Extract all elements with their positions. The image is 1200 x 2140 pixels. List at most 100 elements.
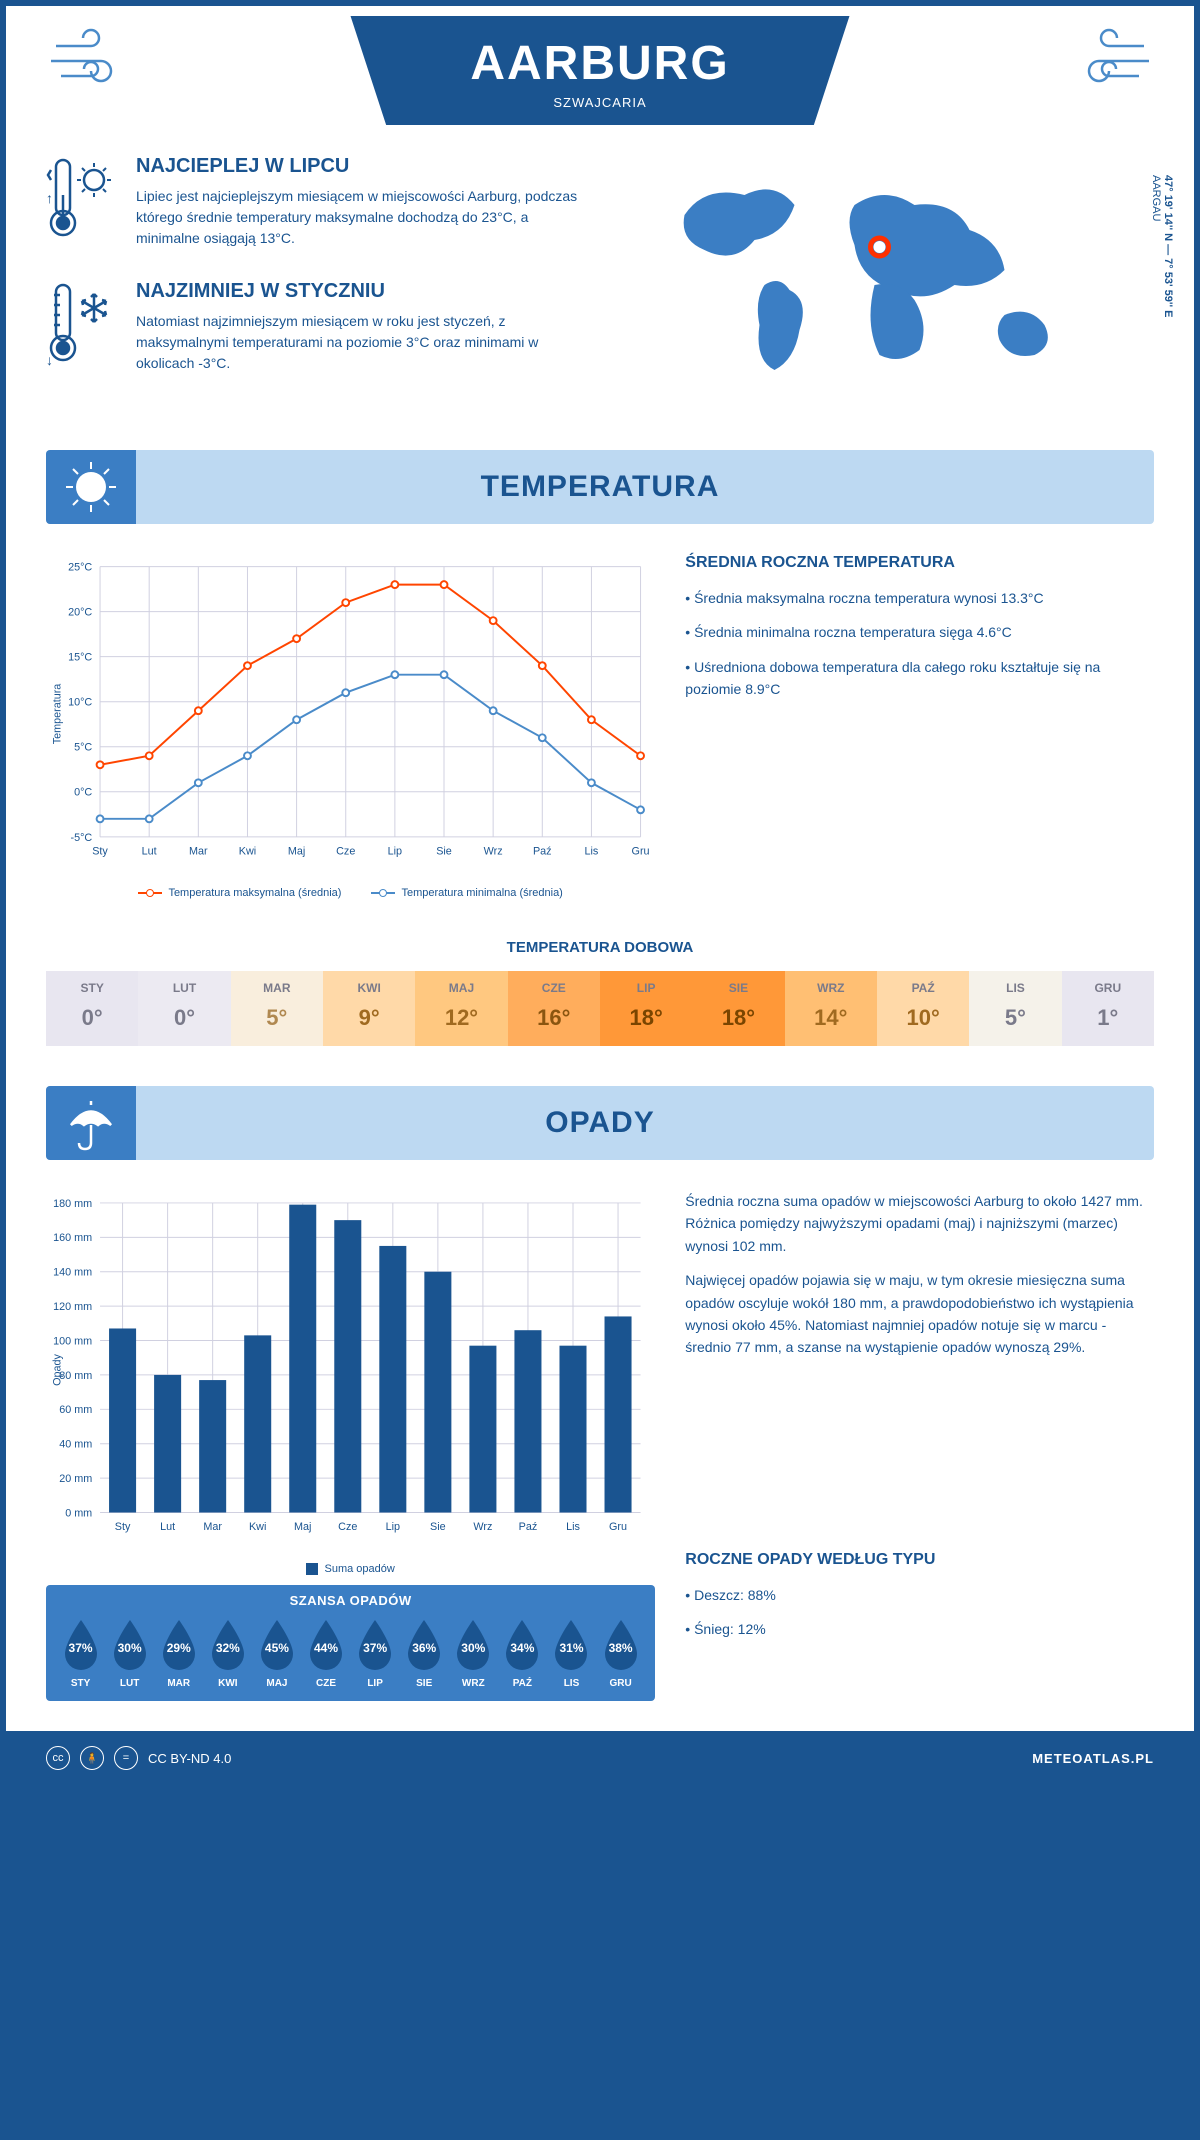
- svg-text:120 mm: 120 mm: [53, 1301, 92, 1313]
- svg-text:Lut: Lut: [142, 846, 157, 858]
- svg-text:Lis: Lis: [585, 846, 599, 858]
- fact-coldest: ↓ NAJZIMNIEJ W STYCZNIU Natomiast najzim…: [46, 280, 585, 375]
- svg-text:Lis: Lis: [566, 1521, 580, 1533]
- precip-legend: Suma opadów: [46, 1563, 655, 1575]
- temp-cell: WRZ14°: [785, 971, 877, 1046]
- legend-min: #leg-min::after{border-color:#4a8bc9} Te…: [371, 887, 562, 899]
- wind-icon-right: [1054, 26, 1154, 101]
- svg-text:Maj: Maj: [294, 1521, 311, 1533]
- precip-para-2: Najwięcej opadów pojawia się w maju, w t…: [685, 1269, 1154, 1359]
- svg-text:Sie: Sie: [430, 1521, 446, 1533]
- rain-drop-item: 30%WRZ: [451, 1618, 495, 1689]
- svg-text:Lip: Lip: [388, 846, 402, 858]
- fact-cold-body: Natomiast najzimniejszym miesiącem w rok…: [136, 311, 585, 374]
- rain-drop-item: 37%LIP: [353, 1618, 397, 1689]
- rain-drop-item: 36%SIE: [402, 1618, 446, 1689]
- thermometer-sun-icon: ↑: [46, 155, 116, 250]
- rain-drops-row: 37%STY30%LUT29%MAR32%KWI45%MAJ44%CZE37%L…: [56, 1618, 645, 1689]
- temperature-chart: -5°C0°C5°C10°C15°C20°C25°CStyLutMarKwiMa…: [46, 554, 655, 899]
- temp-legend: #leg-max::after{border-color:#ff4500} Te…: [46, 887, 655, 899]
- cc-icon: cc: [46, 1746, 70, 1770]
- legend-square-icon: [306, 1563, 318, 1575]
- temp-cell: SIE18°: [692, 971, 784, 1046]
- sun-badge-icon: [46, 450, 136, 524]
- fact-cold-text: NAJZIMNIEJ W STYCZNIU Natomiast najzimni…: [136, 280, 585, 375]
- section-header-temperature: TEMPERATURA: [46, 450, 1154, 524]
- precipitation-summary: Średnia roczna suma opadów w miejscowośc…: [685, 1190, 1154, 1701]
- temp-cell: MAJ12°: [415, 971, 507, 1046]
- temp-cell: STY0°: [46, 971, 138, 1046]
- svg-text:10°C: 10°C: [68, 697, 92, 709]
- country-subtitle: SZWAJCARIA: [244, 95, 957, 110]
- precipitation-chart-row: 0 mm20 mm40 mm60 mm80 mm100 mm120 mm140 …: [6, 1160, 1194, 1731]
- section-header-precipitation: OPADY: [46, 1086, 1154, 1160]
- wind-icon-left: [46, 26, 146, 101]
- svg-text:Gru: Gru: [609, 1521, 627, 1533]
- license-text: CC BY-ND 4.0: [148, 1751, 231, 1766]
- temp-cell: GRU1°: [1062, 971, 1154, 1046]
- precipitation-chart: 0 mm20 mm40 mm60 mm80 mm100 mm120 mm140 …: [46, 1190, 655, 1701]
- svg-text:5°C: 5°C: [74, 742, 92, 754]
- svg-text:100 mm: 100 mm: [53, 1335, 92, 1347]
- svg-text:Sty: Sty: [92, 846, 108, 858]
- rain-drop-item: 29%MAR: [157, 1618, 201, 1689]
- page: AARBURG SZWAJCARIA ↑ NAJCIEPLEJ W LIPCU …: [0, 0, 1200, 1791]
- svg-text:140 mm: 140 mm: [53, 1267, 92, 1279]
- by-icon: 🧍: [80, 1746, 104, 1770]
- header-wrap: AARBURG SZWAJCARIA: [6, 6, 1194, 125]
- svg-text:Paź: Paź: [519, 1521, 538, 1533]
- temp-bullet-1: • Średnia minimalna roczna temperatura s…: [685, 621, 1154, 643]
- annual-title: ŚREDNIA ROCZNA TEMPERATURA: [685, 554, 1154, 572]
- rain-drop-item: 31%LIS: [549, 1618, 593, 1689]
- precip-para-1: Średnia roczna suma opadów w miejscowośc…: [685, 1190, 1154, 1257]
- svg-text:Gru: Gru: [632, 846, 650, 858]
- temperature-chart-row: -5°C0°C5°C10°C15°C20°C25°CStyLutMarKwiMa…: [6, 524, 1194, 929]
- daily-temp-title: TEMPERATURA DOBOWA: [6, 939, 1194, 956]
- rain-drop-item: 30%LUT: [108, 1618, 152, 1689]
- temp-bullet-2: • Uśredniona dobowa temperatura dla całe…: [685, 656, 1154, 701]
- fact-hot-text: NAJCIEPLEJ W LIPCU Lipiec jest najcieple…: [136, 155, 585, 250]
- intro-facts: ↑ NAJCIEPLEJ W LIPCU Lipiec jest najciep…: [46, 155, 585, 420]
- footer: cc 🧍 = CC BY-ND 4.0 METEOATLAS.PL: [6, 1731, 1194, 1785]
- svg-text:Kwi: Kwi: [249, 1521, 266, 1533]
- svg-text:160 mm: 160 mm: [53, 1232, 92, 1244]
- rain-drop-item: 34%PAŹ: [500, 1618, 544, 1689]
- svg-text:0°C: 0°C: [74, 787, 92, 799]
- footer-license: cc 🧍 = CC BY-ND 4.0: [46, 1746, 231, 1770]
- precip-type-1: • Śnieg: 12%: [685, 1618, 1154, 1640]
- rain-drop-item: 37%STY: [59, 1618, 103, 1689]
- rain-drop-item: 32%KWI: [206, 1618, 250, 1689]
- svg-text:Mar: Mar: [203, 1521, 222, 1533]
- rain-chance-title: SZANSA OPADÓW: [56, 1593, 645, 1608]
- svg-text:Maj: Maj: [288, 846, 305, 858]
- svg-text:-5°C: -5°C: [70, 832, 92, 844]
- fact-hot-body: Lipiec jest najcieplejszym miesiącem w m…: [136, 186, 585, 249]
- legend-max: #leg-max::after{border-color:#ff4500} Te…: [138, 887, 341, 899]
- intro-section: ↑ NAJCIEPLEJ W LIPCU Lipiec jest najciep…: [6, 125, 1194, 450]
- svg-text:Kwi: Kwi: [239, 846, 256, 858]
- svg-text:180 mm: 180 mm: [53, 1198, 92, 1210]
- svg-text:↑: ↑: [46, 190, 53, 206]
- header-banner: AARBURG SZWAJCARIA: [244, 16, 957, 125]
- precip-type-0: • Deszcz: 88%: [685, 1584, 1154, 1606]
- svg-text:Sie: Sie: [436, 846, 452, 858]
- temp-cell: LIP18°: [600, 971, 692, 1046]
- precip-type-title: ROCZNE OPADY WEDŁUG TYPU: [685, 1551, 1154, 1569]
- svg-text:25°C: 25°C: [68, 562, 92, 574]
- svg-text:Wrz: Wrz: [473, 1521, 492, 1533]
- svg-text:15°C: 15°C: [68, 652, 92, 664]
- temp-cell: KWI9°: [323, 971, 415, 1046]
- temp-cell: LUT0°: [138, 971, 230, 1046]
- svg-text:Wrz: Wrz: [484, 846, 503, 858]
- svg-text:Sty: Sty: [115, 1521, 131, 1533]
- svg-text:Cze: Cze: [338, 1521, 357, 1533]
- temp-cell: MAR5°: [231, 971, 323, 1046]
- svg-text:↓: ↓: [46, 352, 53, 368]
- rain-drop-item: 38%GRU: [599, 1618, 643, 1689]
- svg-text:80 mm: 80 mm: [59, 1370, 92, 1382]
- thermometer-snow-icon: ↓: [46, 280, 116, 375]
- temp-cell: PAŹ10°: [877, 971, 969, 1046]
- svg-text:Cze: Cze: [336, 846, 355, 858]
- svg-text:60 mm: 60 mm: [59, 1404, 92, 1416]
- daily-temp-table: STY0°LUT0°MAR5°KWI9°MAJ12°CZE16°LIP18°SI…: [46, 971, 1154, 1046]
